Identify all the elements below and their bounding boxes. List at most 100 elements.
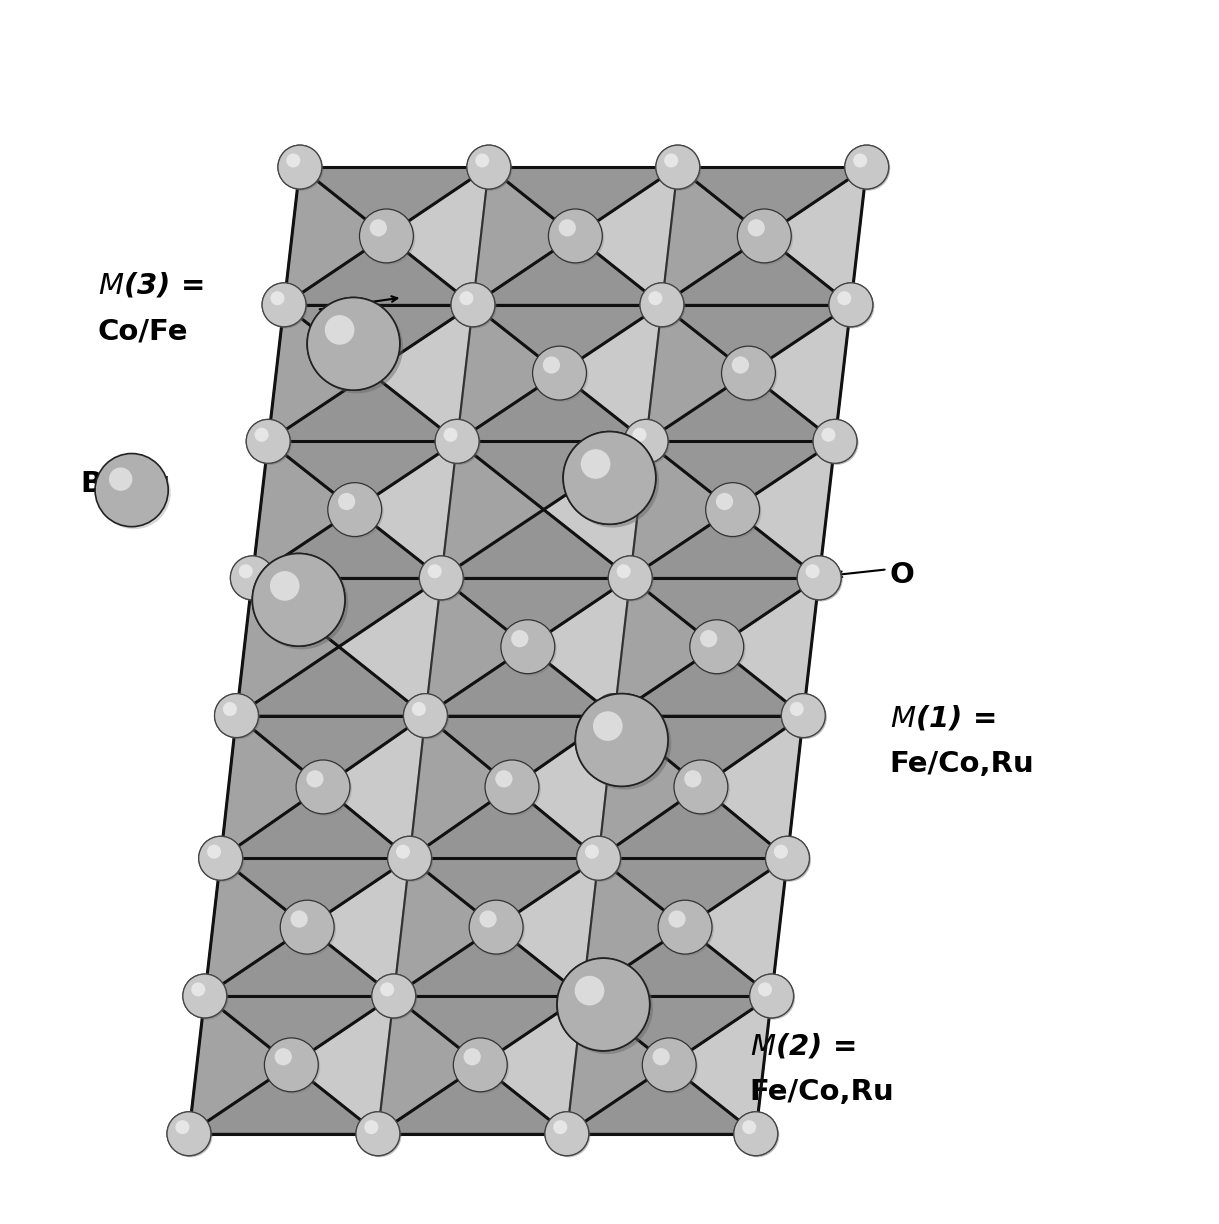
Circle shape [829, 283, 873, 327]
Circle shape [561, 961, 653, 1054]
Circle shape [468, 147, 512, 191]
Circle shape [403, 694, 447, 738]
Polygon shape [410, 787, 599, 858]
Polygon shape [410, 787, 599, 858]
Polygon shape [748, 305, 851, 442]
Circle shape [742, 1120, 756, 1135]
Circle shape [444, 427, 457, 442]
Circle shape [664, 153, 678, 168]
Circle shape [562, 976, 606, 1020]
Polygon shape [560, 305, 662, 442]
Circle shape [594, 695, 638, 739]
Circle shape [372, 974, 416, 1018]
Circle shape [657, 147, 701, 191]
Circle shape [247, 421, 291, 465]
Circle shape [428, 564, 441, 578]
Circle shape [594, 695, 638, 739]
Polygon shape [236, 646, 425, 716]
Circle shape [373, 976, 417, 1020]
Polygon shape [284, 236, 473, 305]
Polygon shape [252, 578, 441, 646]
Circle shape [642, 1038, 696, 1092]
Circle shape [774, 845, 787, 859]
Polygon shape [678, 166, 867, 236]
Polygon shape [701, 716, 803, 858]
Circle shape [468, 147, 512, 191]
Polygon shape [441, 442, 544, 578]
Circle shape [853, 153, 867, 168]
Circle shape [783, 695, 826, 739]
Circle shape [380, 983, 394, 996]
Circle shape [246, 420, 290, 463]
Circle shape [262, 283, 306, 327]
Circle shape [405, 695, 449, 739]
Circle shape [657, 147, 701, 191]
Circle shape [256, 557, 349, 650]
Circle shape [280, 900, 334, 953]
Circle shape [592, 711, 623, 741]
Circle shape [405, 695, 449, 739]
Circle shape [191, 983, 205, 996]
Circle shape [549, 209, 602, 263]
Polygon shape [252, 509, 441, 578]
Circle shape [419, 556, 463, 600]
Circle shape [239, 564, 252, 578]
Circle shape [373, 976, 417, 1020]
Circle shape [479, 911, 496, 928]
Circle shape [550, 211, 605, 264]
Circle shape [601, 703, 614, 716]
Circle shape [822, 427, 835, 442]
Circle shape [279, 147, 323, 191]
Polygon shape [339, 578, 441, 716]
Polygon shape [284, 236, 473, 305]
Polygon shape [614, 646, 803, 716]
Polygon shape [599, 858, 787, 927]
Circle shape [255, 427, 268, 442]
Circle shape [700, 630, 717, 647]
Circle shape [567, 435, 659, 528]
Polygon shape [457, 442, 646, 509]
Polygon shape [646, 373, 835, 442]
Circle shape [444, 427, 457, 442]
Polygon shape [764, 166, 867, 305]
Circle shape [265, 1038, 318, 1092]
Polygon shape [512, 716, 614, 858]
Circle shape [659, 902, 714, 956]
Text: O: O [890, 561, 914, 589]
Polygon shape [583, 996, 772, 1065]
Circle shape [813, 420, 857, 463]
Circle shape [747, 219, 764, 236]
Circle shape [357, 1114, 401, 1157]
Polygon shape [284, 166, 386, 305]
Circle shape [567, 435, 659, 528]
Circle shape [256, 557, 349, 650]
Circle shape [269, 572, 300, 601]
Circle shape [813, 420, 857, 463]
Circle shape [814, 421, 858, 465]
Polygon shape [410, 858, 599, 927]
Circle shape [216, 695, 260, 739]
Circle shape [624, 420, 668, 463]
Circle shape [453, 1038, 507, 1092]
Circle shape [624, 420, 668, 463]
Circle shape [845, 146, 889, 188]
Polygon shape [410, 858, 599, 927]
Circle shape [364, 1120, 378, 1135]
Circle shape [766, 836, 809, 880]
Polygon shape [307, 858, 410, 996]
Circle shape [706, 482, 759, 536]
Circle shape [546, 1114, 590, 1157]
Polygon shape [441, 509, 630, 578]
Text: Fe/Co,Ru: Fe/Co,Ru [750, 1077, 895, 1105]
Circle shape [580, 449, 611, 479]
Circle shape [364, 1120, 378, 1135]
Circle shape [592, 694, 636, 738]
Polygon shape [386, 166, 489, 305]
Circle shape [357, 1114, 401, 1157]
Circle shape [608, 556, 652, 600]
Polygon shape [410, 716, 512, 858]
Circle shape [533, 346, 586, 400]
Polygon shape [646, 305, 748, 442]
Circle shape [691, 622, 746, 676]
Polygon shape [394, 996, 583, 1065]
